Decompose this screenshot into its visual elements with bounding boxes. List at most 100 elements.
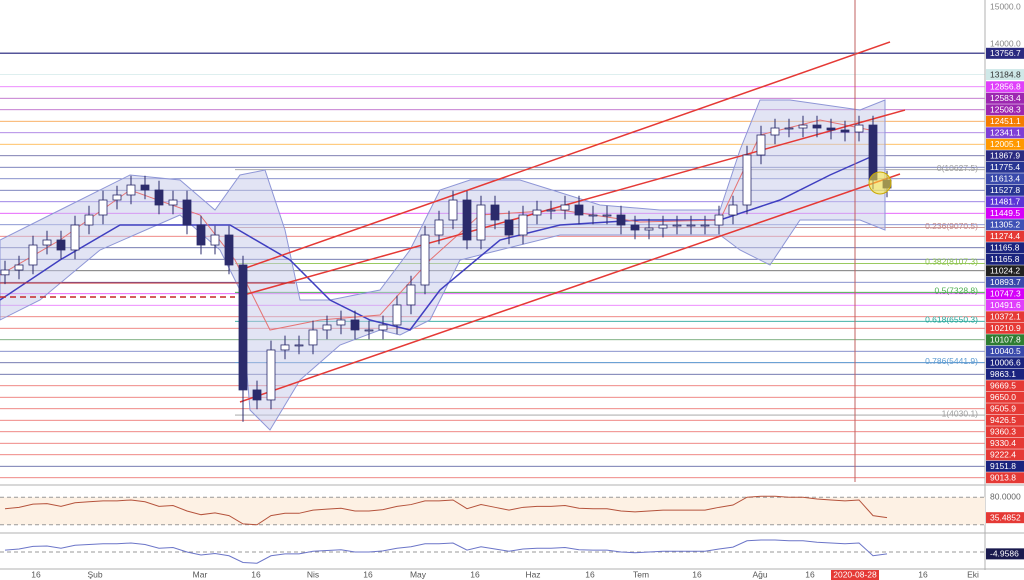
price-label-box xyxy=(986,138,1024,150)
bollinger-band xyxy=(0,99,886,431)
price-label: 13184.8 xyxy=(990,69,1021,79)
price-label-box xyxy=(986,230,1024,242)
price-label: 12005.1 xyxy=(990,139,1021,149)
rsi-line xyxy=(4,495,888,526)
price-label-box xyxy=(986,104,1024,116)
candle-body xyxy=(518,214,528,236)
candle-body xyxy=(840,129,850,133)
price-label: 12508.3 xyxy=(990,105,1021,115)
x-tick-label: 16 xyxy=(470,569,480,579)
price-label: 11274.4 xyxy=(990,231,1020,241)
candle-body xyxy=(728,204,738,216)
price-label-box xyxy=(986,403,1024,415)
candle-body xyxy=(42,239,52,246)
price-label: 9151.8 xyxy=(990,461,1016,471)
price-label: 10107.8 xyxy=(990,335,1021,345)
indicator-panels xyxy=(0,495,985,564)
price-label-box xyxy=(986,414,1024,426)
price-label: 9360.3 xyxy=(990,427,1016,437)
oscillator-line xyxy=(4,539,888,564)
x-tick-label: Nis xyxy=(307,569,319,579)
candle-body xyxy=(560,204,570,211)
rsi-last-box xyxy=(986,512,1024,524)
price-label: 10747.3 xyxy=(990,289,1021,299)
candle-body xyxy=(224,234,234,266)
price-label-box xyxy=(986,437,1024,449)
x-tick-label: 16 xyxy=(918,569,928,579)
candle-body xyxy=(196,224,206,246)
candle-body xyxy=(672,224,682,227)
price-label: 9222.4 xyxy=(990,450,1016,460)
price-label: 11024.2 xyxy=(990,266,1020,276)
price-label-box xyxy=(986,161,1024,173)
candle-body xyxy=(56,239,66,251)
x-tick-highlight xyxy=(831,570,879,580)
candle-body xyxy=(504,219,514,236)
price-label: 9669.5 xyxy=(990,381,1016,391)
price-label: 11305.2 xyxy=(990,220,1020,230)
channel-lower xyxy=(239,173,901,403)
candle-body xyxy=(98,199,108,216)
candle-body xyxy=(308,329,318,346)
price-label-box xyxy=(986,92,1024,104)
rsi-last-label: 35.4852 xyxy=(990,512,1021,522)
fib-level-label: 1(4030.1) xyxy=(942,408,979,418)
x-tick-label: 16 xyxy=(805,569,815,579)
price-label-box xyxy=(986,81,1024,93)
price-label-box xyxy=(986,150,1024,162)
candle-body xyxy=(154,189,164,206)
candle-body xyxy=(854,124,864,133)
x-tick-label: 2020-08-28 xyxy=(833,569,877,579)
candle-body xyxy=(126,184,136,196)
candle-body xyxy=(812,124,822,129)
price-label-box xyxy=(986,391,1024,403)
candle-body xyxy=(0,269,10,276)
candle-body xyxy=(406,284,416,306)
price-label: 9505.9 xyxy=(990,404,1016,414)
price-label-box xyxy=(986,460,1024,472)
candle-body xyxy=(14,264,24,271)
candle-body xyxy=(364,329,374,332)
price-label: 11527.8 xyxy=(990,185,1020,195)
candle-body xyxy=(798,124,808,129)
price-label-box xyxy=(986,299,1024,311)
x-tick-label: 16 xyxy=(692,569,702,579)
candle-body xyxy=(336,319,346,326)
fib-level-label: 0(10627.5) xyxy=(937,163,978,173)
candle-body xyxy=(420,234,430,286)
candle-body xyxy=(112,194,122,201)
channel-middle xyxy=(239,109,906,297)
candle-body xyxy=(462,199,472,241)
price-label-box xyxy=(986,380,1024,392)
fib-level-label: 0.236(9070.5) xyxy=(925,221,978,231)
candle-body xyxy=(378,324,388,331)
price-label: 10372.1 xyxy=(990,312,1021,322)
price-label: 11613.4 xyxy=(990,174,1020,184)
candle-body xyxy=(238,264,248,391)
price-label-box xyxy=(986,69,1024,81)
price-label: 12341.1 xyxy=(990,128,1021,138)
rsi-level-label: 80.0000 xyxy=(990,491,1021,501)
y-tick-label: 14000.0 xyxy=(990,39,1021,49)
candle-body xyxy=(266,349,276,401)
candle-body xyxy=(140,184,150,191)
candle-body xyxy=(616,214,626,226)
price-label: 11165.8 xyxy=(990,254,1020,264)
rsi-band xyxy=(0,497,985,525)
x-tick-label: Mar xyxy=(193,569,208,579)
candle-body xyxy=(532,209,542,216)
candle-body xyxy=(714,214,724,226)
candle-body xyxy=(252,389,262,401)
candle-body xyxy=(546,209,556,212)
price-label: 10006.6 xyxy=(990,358,1021,368)
price-label-box xyxy=(986,288,1024,300)
price-label: 9426.5 xyxy=(990,415,1016,425)
moving-average-fast xyxy=(0,119,871,331)
x-tick-label: Tem xyxy=(633,569,649,579)
candle-body xyxy=(630,224,640,231)
price-label-box xyxy=(986,219,1024,231)
fib-level-label: 0.618(6550.3) xyxy=(925,315,978,325)
candle-body xyxy=(742,154,752,206)
candle-body xyxy=(322,324,332,331)
